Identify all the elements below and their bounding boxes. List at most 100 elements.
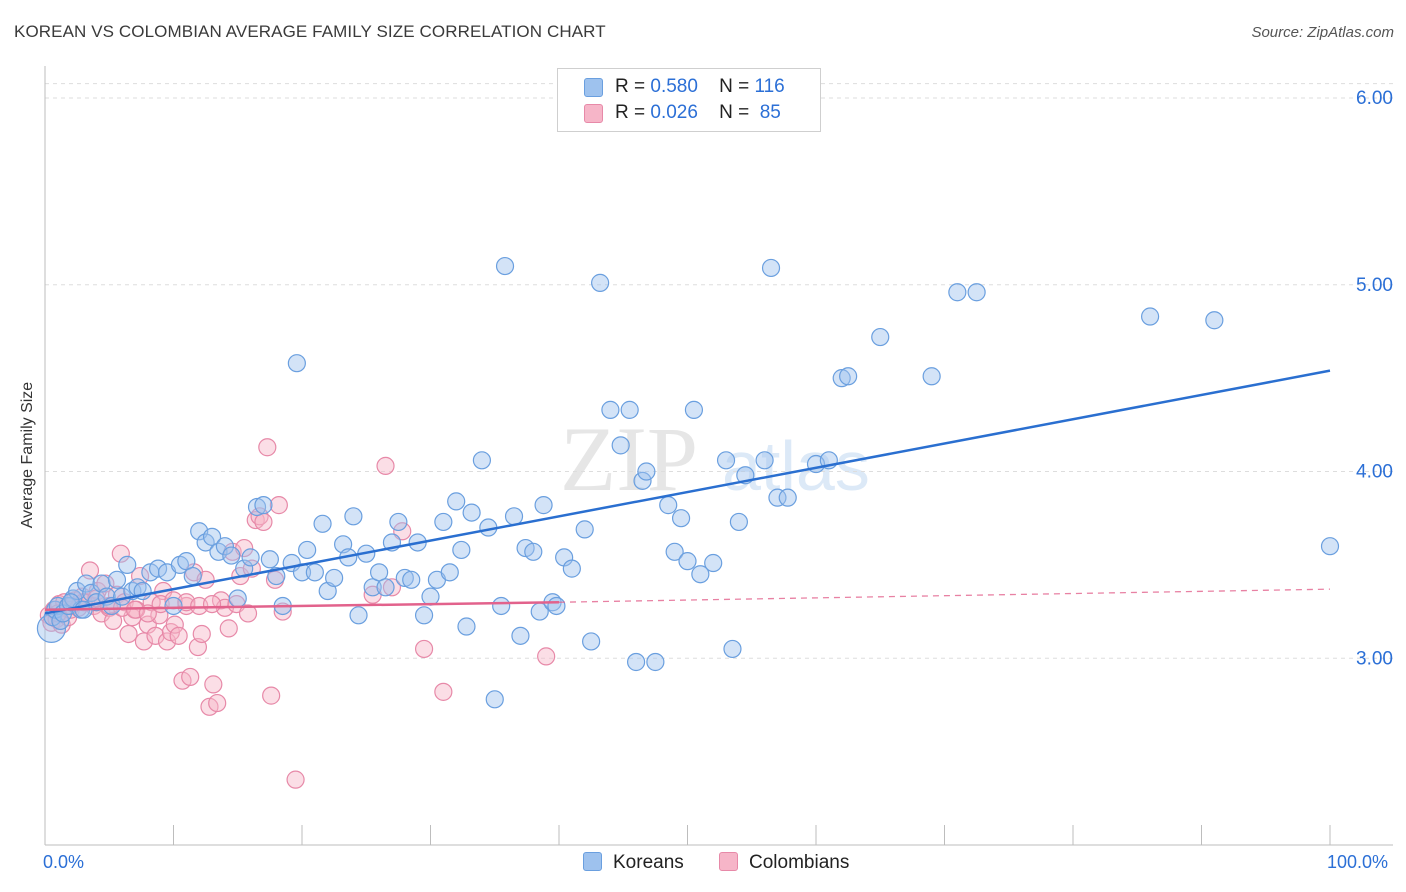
korean-point [349,606,368,625]
korean-point [547,596,566,616]
colombian-point [130,566,150,586]
korean-point [222,546,241,565]
korean-point [778,488,797,507]
colombian-point [192,624,211,644]
colombian-point [393,522,412,541]
colombian-point [119,624,138,644]
colombian-point [208,693,227,713]
korean-point [77,574,96,593]
korean-point [287,354,306,373]
colombian-point [165,615,184,634]
correlation-legend: R = 0.580 N = 116 R = 0.026 N = 85 [557,68,821,132]
colombian-trend-extension [558,588,1331,603]
bottom-legend-label: Koreans [613,852,684,873]
korean-point [118,555,137,574]
colombian-point [202,594,222,614]
watermark-zip: ZIP [560,408,698,510]
korean-point [755,451,774,470]
korean-point [376,578,395,597]
legend-swatch-koreans [584,78,603,97]
korean-point [267,566,286,586]
korean-point [344,507,363,526]
korean-point [260,550,279,569]
watermark: ZIP atlas [560,408,870,510]
colombian-point [204,675,223,694]
korean-point [637,462,656,481]
korean-point [678,552,697,571]
korean-point [421,587,440,606]
korean-point [452,540,471,560]
legend-r-value: 0.026 [650,102,698,123]
legend-n-label: N = [719,102,750,123]
korean-point [492,596,511,616]
legend-swatch-colombians [584,104,603,123]
trend-lines [44,369,1331,615]
x-tick-label-max: 100.0% [1327,852,1389,872]
korean-point [447,492,466,511]
korean-point [298,540,317,560]
source-credit: Source: ZipAtlas.com [1251,24,1394,41]
korean-point [839,367,858,386]
korean-point [235,559,254,578]
korean-point [51,611,70,631]
korean-point [305,563,324,582]
chart-title: KOREAN VS COLOMBIAN AVERAGE FAMILY SIZE … [14,22,606,41]
korean-point [671,509,691,528]
y-tick-label: 3.00 [1356,648,1393,669]
bottom-legend-label: Colombians [749,852,850,873]
korean-point [107,570,127,589]
korean-point [591,273,610,292]
colombian-point [434,682,453,701]
korean-point [967,283,986,302]
korean-point [164,596,183,616]
legend-r-label: R = [615,102,646,123]
colombian-point [269,496,288,515]
korean-point [582,632,601,651]
colombian-point [181,667,200,687]
colombian-point [258,438,277,457]
bottom-legend-swatch-koreans [583,852,602,871]
colombian-point [169,626,188,645]
korean-point [704,553,723,573]
y-tick-labels: 3.00 4.00 5.00 6.00 [1356,88,1393,669]
korean-point [462,503,481,522]
axes [44,66,1393,846]
legend-r-value: 0.580 [650,76,698,97]
korean-point [871,327,890,347]
korean-point [215,537,234,556]
legend-n-value: 85 [759,102,781,123]
colombians-points [39,438,556,789]
korean-point [183,566,202,586]
korean-point [832,369,851,388]
korean-point [601,400,620,419]
y-tick-label: 6.00 [1356,88,1393,109]
korean-point [716,451,736,470]
bottom-legend-koreans: Koreans [583,852,684,874]
colombian-point [382,578,402,597]
bottom-legend-swatch-colombians [719,852,738,871]
colombian-point [157,632,177,651]
korean-point [511,626,530,645]
korean-point [729,512,749,532]
korean-point [247,497,267,517]
korean-point [1320,537,1340,556]
colombian-point [414,639,434,659]
colombian-point [262,686,281,705]
colombian-trend-line [44,600,560,611]
korean-point [485,690,504,709]
korean-point [495,256,515,276]
korean-point [524,542,543,561]
watermark-atlas: atlas [722,427,870,505]
korean-point [646,652,665,672]
korean-point [948,283,967,302]
colombian-point [134,632,154,651]
korean-point [504,507,524,526]
korean-point [254,496,273,515]
korean-point [665,542,684,561]
korean-point [534,496,553,515]
legend-r-label: R = [615,76,646,97]
korean-point [575,520,594,539]
colombian-point [286,770,305,789]
colombian-point [96,574,115,593]
